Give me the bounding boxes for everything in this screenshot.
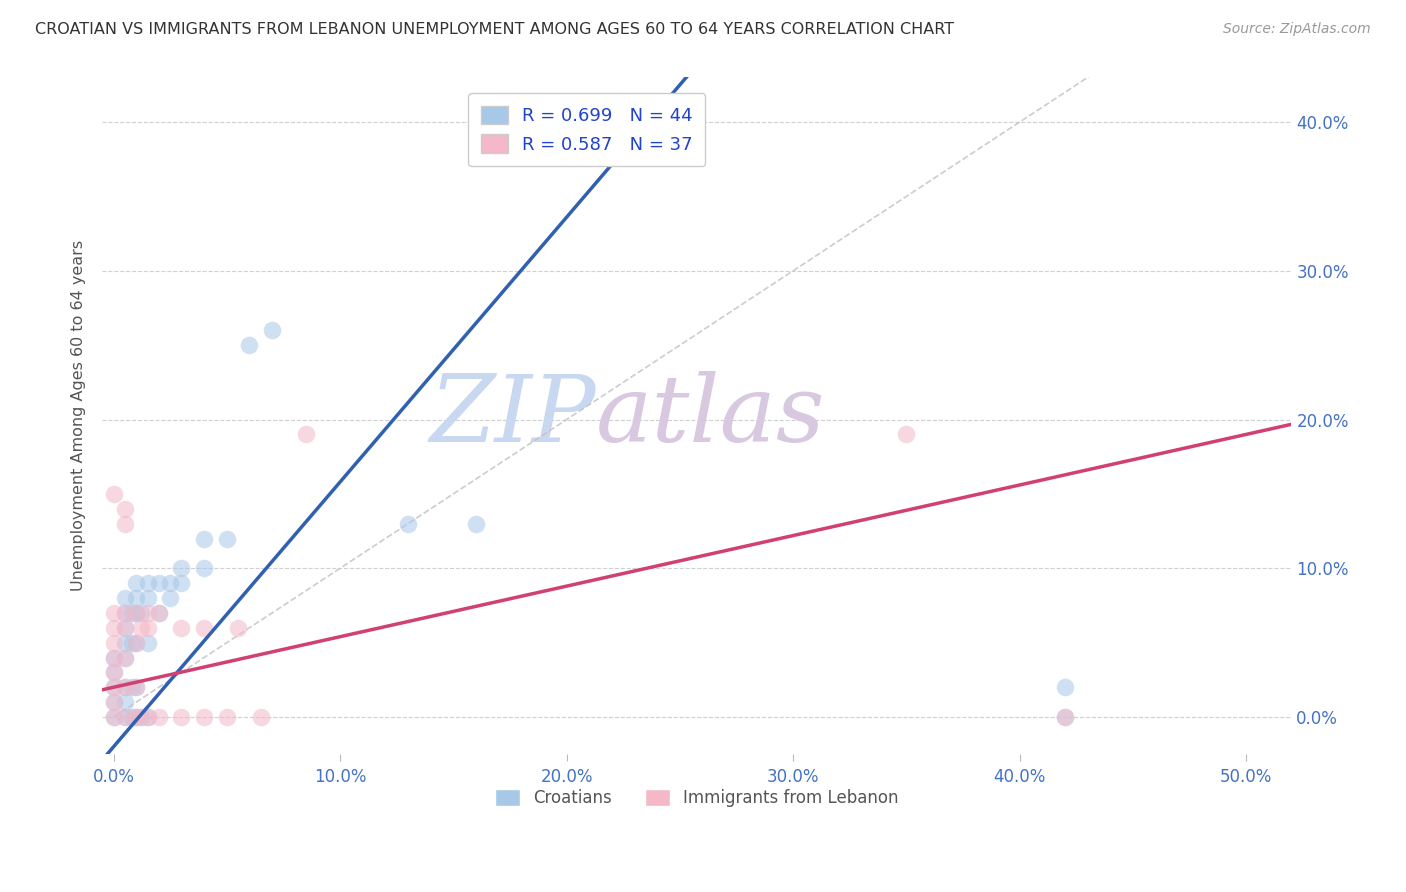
Point <box>103 606 125 620</box>
Point <box>125 710 148 724</box>
Point <box>103 665 125 680</box>
Point <box>148 576 170 591</box>
Point <box>103 487 125 501</box>
Point <box>136 606 159 620</box>
Point <box>159 576 181 591</box>
Point <box>129 710 152 724</box>
Point <box>114 621 136 635</box>
Point <box>1053 680 1076 694</box>
Point <box>121 710 143 724</box>
Point <box>125 680 148 694</box>
Point <box>114 501 136 516</box>
Point <box>215 532 238 546</box>
Text: ZIP: ZIP <box>429 371 596 461</box>
Point <box>1053 710 1076 724</box>
Text: atlas: atlas <box>596 371 825 461</box>
Legend: Croatians, Immigrants from Lebanon: Croatians, Immigrants from Lebanon <box>488 782 905 814</box>
Point <box>121 680 143 694</box>
Point <box>136 635 159 649</box>
Point <box>103 635 125 649</box>
Point <box>129 621 152 635</box>
Point <box>148 606 170 620</box>
Point <box>193 532 215 546</box>
Point <box>125 635 148 649</box>
Point <box>262 323 284 337</box>
Point <box>114 606 136 620</box>
Point <box>125 606 148 620</box>
Point <box>121 635 143 649</box>
Point <box>114 621 136 635</box>
Point <box>114 680 136 694</box>
Point <box>170 710 193 724</box>
Point <box>129 606 152 620</box>
Point <box>114 710 136 724</box>
Point <box>295 427 318 442</box>
Point <box>125 591 148 605</box>
Point <box>103 621 125 635</box>
Point <box>465 516 488 531</box>
Point <box>103 650 125 665</box>
Point <box>121 606 143 620</box>
Point <box>193 710 215 724</box>
Point <box>170 576 193 591</box>
Point <box>103 710 125 724</box>
Point <box>114 591 136 605</box>
Point <box>129 710 152 724</box>
Point <box>103 680 125 694</box>
Point <box>114 680 136 694</box>
Point <box>103 650 125 665</box>
Point <box>114 606 136 620</box>
Point <box>114 650 136 665</box>
Point <box>896 427 918 442</box>
Y-axis label: Unemployment Among Ages 60 to 64 years: Unemployment Among Ages 60 to 64 years <box>72 240 86 591</box>
Point <box>114 710 136 724</box>
Point <box>136 621 159 635</box>
Point <box>103 680 125 694</box>
Point <box>114 695 136 709</box>
Point <box>238 338 260 352</box>
Point <box>103 665 125 680</box>
Text: CROATIAN VS IMMIGRANTS FROM LEBANON UNEMPLOYMENT AMONG AGES 60 TO 64 YEARS CORRE: CROATIAN VS IMMIGRANTS FROM LEBANON UNEM… <box>35 22 955 37</box>
Point <box>136 591 159 605</box>
Point <box>103 695 125 709</box>
Point <box>249 710 271 724</box>
Point <box>125 635 148 649</box>
Point <box>396 516 419 531</box>
Point <box>103 695 125 709</box>
Point <box>193 621 215 635</box>
Point <box>193 561 215 575</box>
Point <box>170 621 193 635</box>
Point <box>114 516 136 531</box>
Point <box>159 591 181 605</box>
Point <box>125 710 148 724</box>
Point <box>1053 710 1076 724</box>
Text: Source: ZipAtlas.com: Source: ZipAtlas.com <box>1223 22 1371 37</box>
Point <box>226 621 249 635</box>
Point <box>125 576 148 591</box>
Point <box>136 710 159 724</box>
Point <box>136 710 159 724</box>
Point <box>114 635 136 649</box>
Point <box>103 710 125 724</box>
Point <box>125 680 148 694</box>
Point <box>170 561 193 575</box>
Point <box>136 576 159 591</box>
Point <box>215 710 238 724</box>
Point <box>125 606 148 620</box>
Point <box>114 650 136 665</box>
Point <box>148 606 170 620</box>
Point <box>148 710 170 724</box>
